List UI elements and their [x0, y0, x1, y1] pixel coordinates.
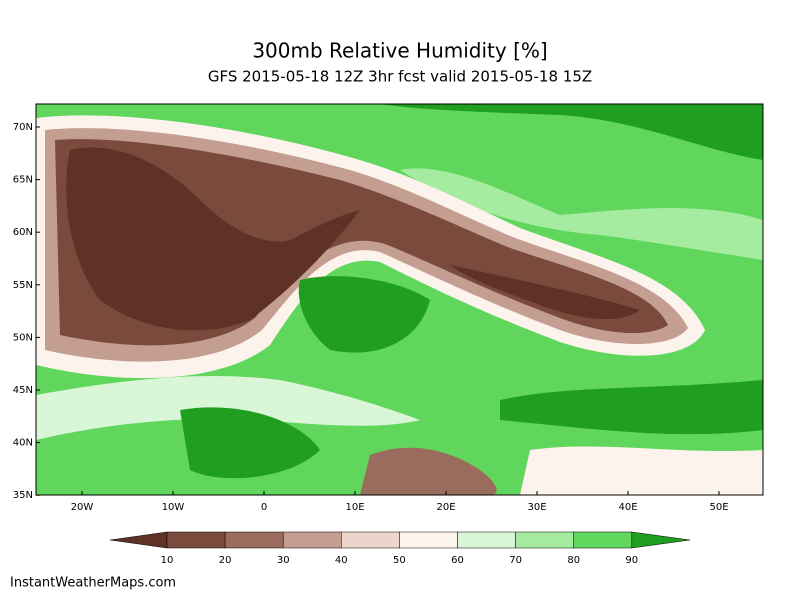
- lon-label: 40E: [618, 502, 637, 513]
- lon-label: 30E: [527, 502, 546, 513]
- colorbar-segment: [224, 531, 284, 549]
- lat-label: 50N: [13, 332, 33, 343]
- lat-label: 60N: [13, 227, 33, 238]
- colorbar-label: 60: [451, 555, 464, 566]
- lat-label: 65N: [13, 175, 33, 186]
- colorbar-segment: [282, 531, 342, 549]
- field-light-band: [36, 375, 420, 440]
- lon-axis: 20W 10W 0 10E 20E 30E 40E 50E: [71, 491, 729, 513]
- colorbar-label: 80: [567, 555, 580, 566]
- lat-axis: 70N 65N 60N 55N 50N 45N 40N 35N: [13, 122, 40, 501]
- colorbar-end-low: [109, 531, 168, 549]
- title: 300mb Relative Humidity [%]: [252, 39, 547, 63]
- subtitle: GFS 2015-05-18 12Z 3hr fcst valid 2015-0…: [208, 68, 592, 86]
- colorbar-label: 20: [219, 555, 232, 566]
- credit: InstantWeatherMaps.com: [10, 576, 176, 591]
- field-moist-central: [298, 276, 430, 353]
- field-moist-band: [400, 168, 763, 260]
- colorbar-label: 90: [625, 555, 638, 566]
- lat-label: 70N: [13, 122, 33, 133]
- map-frame: [35, 103, 764, 496]
- colorbar-label: 30: [277, 555, 290, 566]
- colorbar-segment: [399, 531, 458, 549]
- colorbar: 10 20 30 40 50 60 70 80 90: [109, 531, 691, 566]
- colorbar-label: 40: [335, 555, 348, 566]
- field-driest-east: [450, 265, 640, 320]
- lon-label: 20E: [436, 502, 455, 513]
- colorbar-label: 70: [509, 555, 522, 566]
- field-driest: [66, 147, 360, 331]
- lat-label: 40N: [13, 438, 33, 449]
- colorbar-label: 50: [393, 555, 406, 566]
- lat-label: 35N: [13, 490, 33, 501]
- lat-label: 45N: [13, 385, 33, 396]
- colorbar-segment: [515, 531, 574, 549]
- field-moist-east: [500, 380, 763, 435]
- lon-label: 10W: [162, 502, 185, 513]
- colorbar-segment: [573, 531, 633, 549]
- colorbar-segment: [457, 531, 516, 549]
- lon-label: 50E: [709, 502, 728, 513]
- colorbar-end-high: [631, 531, 691, 549]
- humidity-field: [36, 104, 763, 495]
- colorbar-segment: [166, 531, 226, 549]
- colorbar-label: 10: [161, 555, 174, 566]
- field-dry-southeast: [520, 446, 763, 495]
- lon-label: 20W: [71, 502, 94, 513]
- field-dry-south: [360, 447, 497, 495]
- lon-label: 10E: [345, 502, 364, 513]
- colorbar-segment: [341, 531, 400, 549]
- lat-label: 55N: [13, 280, 33, 291]
- field-moist-north: [36, 104, 763, 160]
- field-moist-iberia: [180, 407, 320, 479]
- lon-label: 0: [261, 502, 267, 513]
